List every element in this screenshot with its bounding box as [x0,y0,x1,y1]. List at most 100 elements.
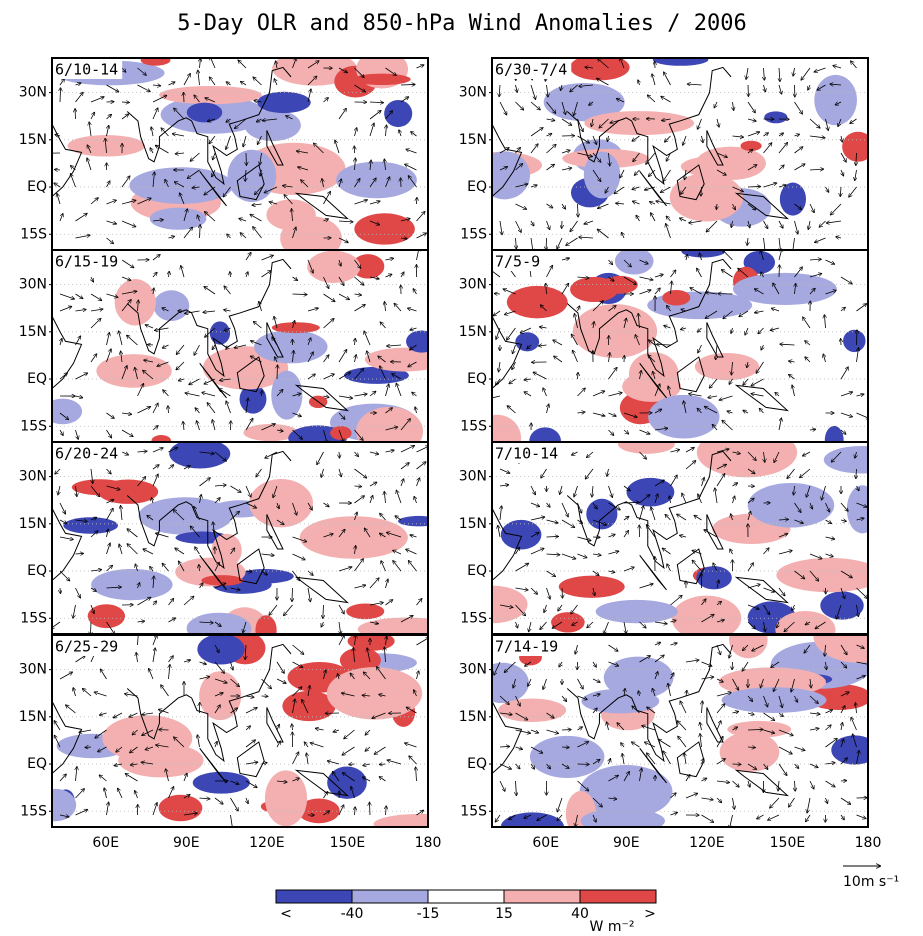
wind-vector [212,344,215,349]
wind-vector [323,534,333,538]
wind-vector [609,152,610,166]
label-box [493,443,563,463]
wind-vector [106,566,113,572]
wind-vector [269,604,278,615]
wind-vector [292,412,302,416]
wind-vector [794,502,801,512]
wind-vector [716,704,725,714]
wind-vector [241,82,247,86]
wind-vector [825,780,835,787]
wind-vector [730,814,733,827]
wind-vector [716,644,720,654]
wind-vector [547,404,549,414]
wind-vector [668,684,671,697]
wind-vector [530,101,540,110]
wind-vector [544,604,546,612]
wind-vector [385,177,390,188]
wind-vector [75,429,79,439]
wind-vector [515,220,522,232]
map-content [492,635,868,827]
coastline [492,700,523,827]
wind-vector [144,360,154,362]
latitude-label: 15S [20,803,47,819]
wind-vector [667,564,671,572]
coastline [294,192,349,220]
wind-vector [400,446,414,453]
coastline [639,363,667,399]
wind-vector [623,412,637,417]
wind-vector [592,485,593,497]
wind-vector [261,763,267,764]
wind-vector [105,139,106,154]
coastline [706,514,724,550]
wind-vector [223,186,231,197]
olr-anomaly [515,332,540,352]
olr-anomaly [373,813,428,827]
wind-vector [409,561,417,572]
wind-vector [183,227,192,239]
wind-vector [137,84,150,91]
wind-vector [261,570,267,575]
olr-anomaly [384,99,413,128]
wind-vector [592,391,604,397]
wind-vector [395,516,402,521]
wind-vector [836,604,842,619]
wind-vector [685,461,695,470]
wind-vector [342,693,355,697]
map-content [52,635,428,827]
wind-vector [369,603,383,606]
wind-vector [137,597,151,606]
wind-vector [180,193,185,205]
wind-vector [577,536,591,541]
wind-vector [654,655,664,663]
wind-vector [654,480,664,487]
wind-vector [212,420,216,431]
wind-vector [850,118,857,123]
wind-vector [558,604,563,611]
wind-vector [284,604,293,615]
olr-anomaly [140,58,171,66]
wind-vector [698,327,702,332]
wind-vector [546,763,551,769]
coastline [52,315,83,442]
wind-vector [680,218,687,221]
wind-vector [840,758,847,765]
wind-vector [106,543,111,555]
wind-vector [400,616,413,623]
wind-vector [840,587,845,598]
wind-vector [856,394,864,396]
olr-anomaly [52,788,77,822]
map-panel: 6/25-29 30N 15N EQ 15S 60E 90E 120E 150E 180 [19,634,441,851]
wind-vector [505,661,516,672]
wind-vector [406,149,417,154]
wind-vector [777,621,779,627]
latitude-label: 30N [459,85,487,101]
wind-vector [166,769,169,782]
wind-vector [152,403,158,414]
olr-anomaly [63,517,118,534]
wind-vector [114,764,123,766]
wind-vector [265,451,278,458]
wind-vector [246,272,248,278]
wind-vector [513,678,515,688]
wind-vector [554,356,563,363]
wind-vector [803,451,811,456]
wind-vector [59,774,66,782]
map-panel: 6/30-7/4 30N 15N EQ 15S [459,57,869,251]
wind-vector [199,622,213,623]
wind-vector [805,357,811,363]
wind-vector [666,224,671,239]
colorbar-label: -40 [341,906,364,922]
wind-vector [654,622,667,624]
olr-anomaly [264,770,308,827]
wind-vector [91,468,93,483]
wind-vector [364,331,371,346]
wind-vector [656,201,671,205]
wind-vector [121,366,127,380]
olr-anomaly [681,250,726,258]
wind-vector [530,587,537,594]
wind-vector [840,797,850,804]
wind-vector [836,237,842,238]
wind-vector [690,288,702,295]
wind-vector [292,536,307,542]
